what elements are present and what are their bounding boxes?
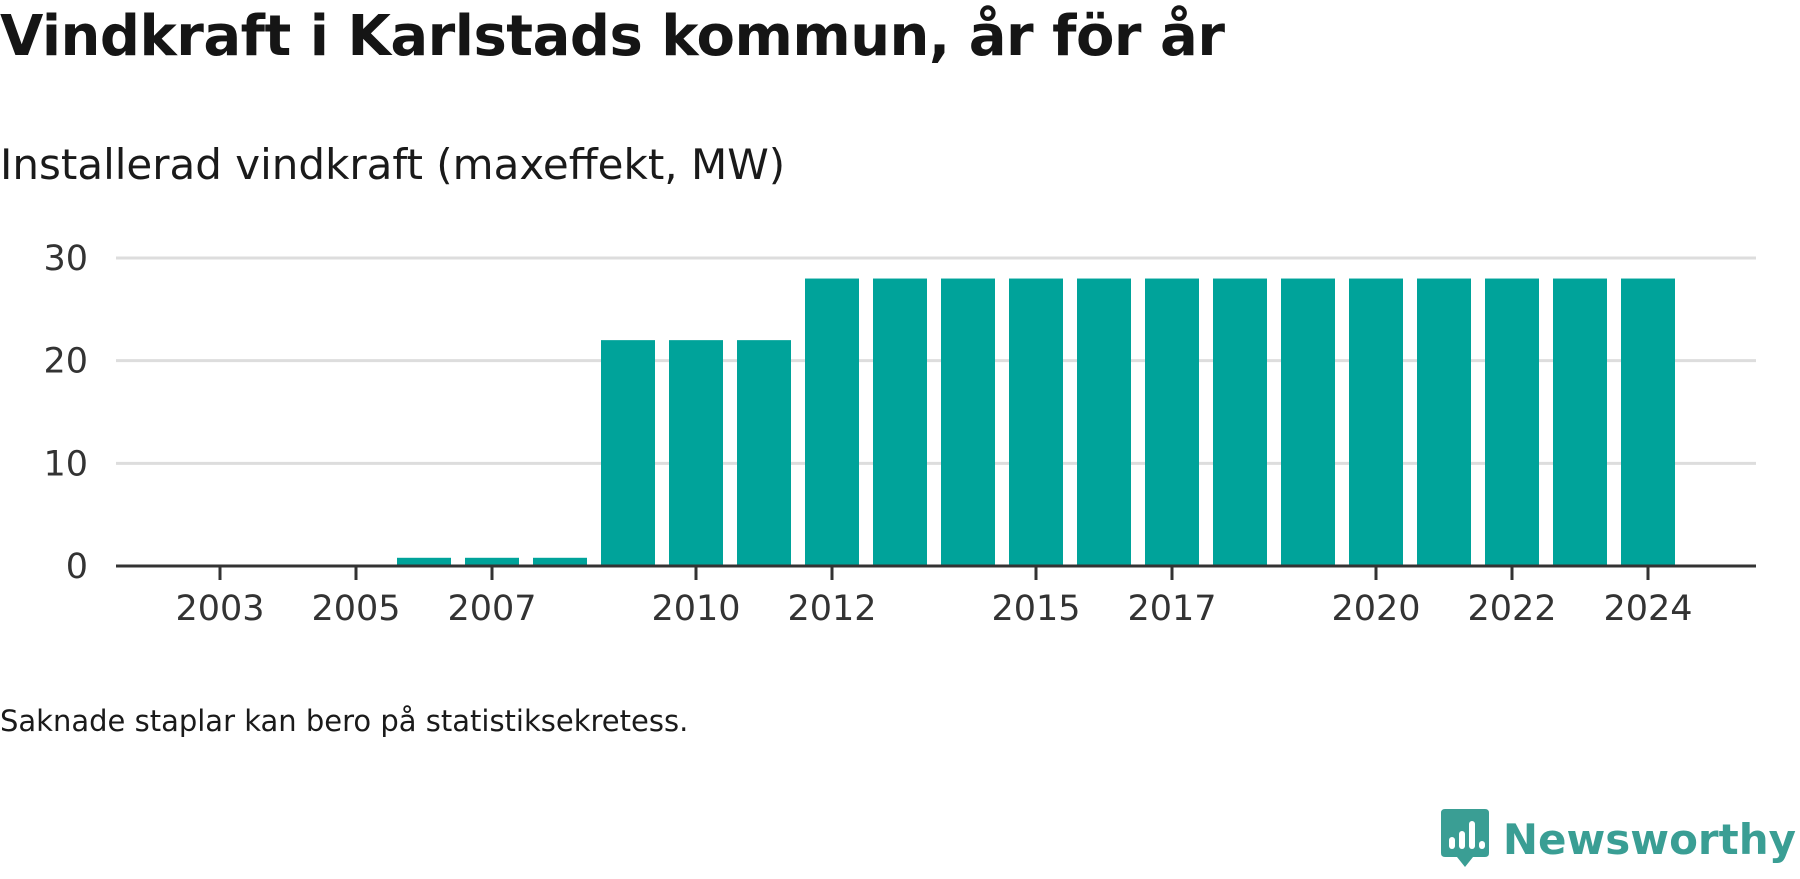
chart-subtitle: Installerad vindkraft (maxeffekt, MW): [0, 140, 786, 189]
bar: [737, 340, 791, 566]
x-tick-label: 2005: [311, 589, 400, 629]
brand-name: Newsworthy: [1502, 814, 1796, 864]
y-tick-label: 10: [43, 444, 88, 484]
y-tick-label: 20: [43, 342, 88, 382]
bar: [1485, 278, 1539, 566]
bar: [533, 557, 587, 566]
x-tick-label: 2007: [447, 589, 536, 629]
bar: [669, 340, 723, 566]
bar: [805, 278, 859, 566]
footnote: Saknade staplar kan bero på statistiksek…: [0, 704, 689, 738]
bars: [397, 278, 1675, 566]
bar-chart: 0 10 20 30 2003 2005 2007 2010 2012 2015 2017 2020…: [43, 239, 1756, 629]
bar: [1009, 278, 1063, 566]
x-tick-label: 2017: [1127, 589, 1216, 629]
gridlines: [116, 256, 1756, 465]
x-tick-label: 2015: [991, 589, 1080, 629]
y-tick-label: 30: [43, 239, 88, 279]
bar: [1213, 278, 1267, 566]
bar: [1621, 278, 1675, 566]
x-tick-label: 2022: [1467, 589, 1556, 629]
x-tick-label: 2003: [175, 589, 264, 629]
bar: [397, 557, 451, 566]
bar: [941, 278, 995, 566]
bar: [1349, 278, 1403, 566]
newsworthy-brand: Newsworthy: [1439, 807, 1796, 871]
x-tick-label: 2010: [651, 589, 740, 629]
bar: [873, 278, 927, 566]
bar: [1417, 278, 1471, 566]
bar: [465, 557, 519, 566]
bar: [1281, 278, 1335, 566]
x-axis-labels: 2003 2005 2007 2010 2012 2015 2017 2020 2022 2024: [175, 589, 1692, 629]
newsworthy-logo-icon: [1440, 809, 1489, 867]
bar: [601, 340, 655, 566]
bar: [1145, 278, 1199, 566]
y-axis-labels: 0 10 20 30: [43, 239, 88, 587]
y-tick-label: 0: [66, 547, 88, 587]
x-axis: [116, 564, 1756, 580]
x-tick-label: 2020: [1331, 589, 1420, 629]
x-tick-label: 2024: [1603, 589, 1692, 629]
bar: [1553, 278, 1607, 566]
chart-title: Vindkraft i Karlstads kommun, år för år: [0, 4, 1225, 69]
bar: [1077, 278, 1131, 566]
x-tick-label: 2012: [787, 589, 876, 629]
